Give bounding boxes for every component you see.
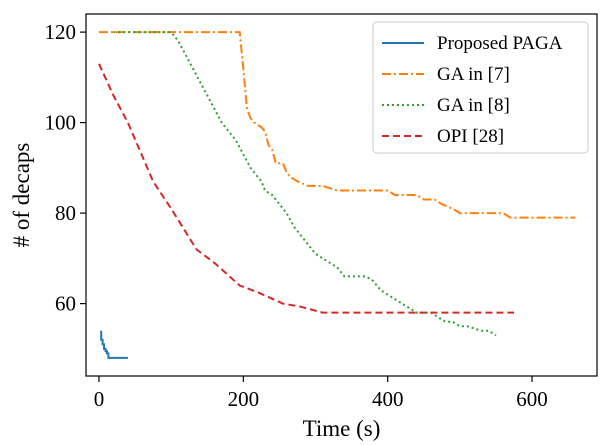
- y-tick-label: 60: [55, 292, 76, 316]
- legend-label: OPI [28]: [437, 126, 504, 147]
- x-axis-label: Time (s): [303, 416, 381, 441]
- y-axis-label: # of decaps: [9, 143, 34, 248]
- series-line-2: [113, 31, 497, 337]
- ticks-group: 0 200 400 600 60 80 100 120: [45, 20, 548, 411]
- x-tick-label: 200: [228, 387, 260, 411]
- series-line-0: [100, 330, 128, 359]
- x-tick-label: 400: [372, 387, 404, 411]
- plot-frame: [85, 13, 598, 377]
- plot-frame-border: [85, 13, 598, 377]
- y-tick-label: 120: [45, 20, 77, 44]
- series-line-1: [99, 31, 576, 219]
- legend-box: [372, 21, 589, 154]
- legend-label: GA in [7]: [437, 64, 510, 85]
- series-group: [98, 31, 576, 359]
- legend-label: Proposed PAGA: [437, 33, 563, 54]
- x-tick-label: 0: [94, 387, 105, 411]
- x-tick-label: 600: [516, 387, 548, 411]
- legend-label: GA in [8]: [437, 95, 510, 116]
- legend: Proposed PAGA GA in [7] GA in [8] OPI [28]: [372, 21, 589, 154]
- y-tick-label: 80: [55, 201, 76, 225]
- series-line-3: [98, 63, 514, 314]
- y-tick-label: 100: [45, 111, 77, 135]
